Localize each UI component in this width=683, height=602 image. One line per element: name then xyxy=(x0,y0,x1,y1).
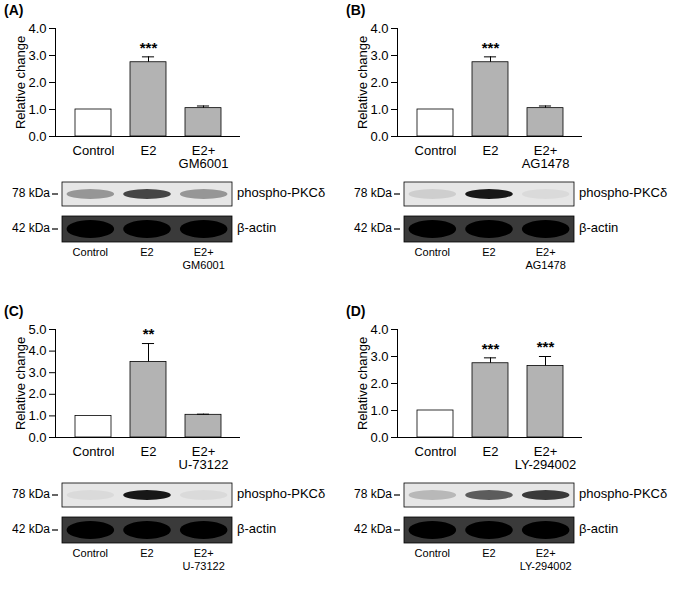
svg-text:phospho-PKCδ: phospho-PKCδ xyxy=(579,185,667,200)
svg-text:E2: E2 xyxy=(140,246,153,258)
svg-text:***: *** xyxy=(482,39,500,56)
svg-text:4.0: 4.0 xyxy=(370,21,388,36)
svg-text:β-actin: β-actin xyxy=(579,521,618,536)
svg-text:E2+LY-294002: E2+LY-294002 xyxy=(520,547,572,572)
svg-text:4.0: 4.0 xyxy=(28,343,46,358)
svg-text:3.0: 3.0 xyxy=(370,349,388,364)
svg-text:Control: Control xyxy=(415,547,450,559)
svg-text:4.0: 4.0 xyxy=(370,322,388,337)
svg-text:β-actin: β-actin xyxy=(237,220,276,235)
svg-text:E2+AG1478: E2+AG1478 xyxy=(522,143,570,171)
svg-text:phospho-PKCδ: phospho-PKCδ xyxy=(579,486,667,501)
svg-text:β-actin: β-actin xyxy=(579,220,618,235)
svg-text:***: *** xyxy=(482,340,500,357)
svg-text:E2: E2 xyxy=(141,143,157,158)
svg-text:Control: Control xyxy=(415,444,457,459)
svg-text:0.0: 0.0 xyxy=(370,430,388,445)
svg-text:1.0: 1.0 xyxy=(370,403,388,418)
svg-text:1.0: 1.0 xyxy=(28,102,46,117)
svg-text:E2+GM6001: E2+GM6001 xyxy=(183,246,225,271)
svg-text:2.0: 2.0 xyxy=(370,376,388,391)
svg-text:***: *** xyxy=(140,39,158,56)
svg-text:***: *** xyxy=(537,338,555,355)
svg-text:E2: E2 xyxy=(483,444,499,459)
svg-text:E2+U-73122: E2+U-73122 xyxy=(183,547,225,572)
svg-text:E2+AG1478: E2+AG1478 xyxy=(525,246,565,271)
svg-text:Control: Control xyxy=(73,547,108,559)
svg-text:Relative change: Relative change xyxy=(13,337,28,430)
svg-text:3.0: 3.0 xyxy=(370,48,388,63)
svg-text:E2: E2 xyxy=(141,444,157,459)
svg-text:E2+GM6001: E2+GM6001 xyxy=(179,143,229,171)
html-text:(C): (C) xyxy=(4,303,24,319)
svg-text:Relative change: Relative change xyxy=(355,36,370,129)
html-text:(B): (B) xyxy=(346,2,366,18)
svg-text:E2+U-73122: E2+U-73122 xyxy=(179,444,229,472)
svg-text:E2: E2 xyxy=(482,547,495,559)
svg-text:4.0: 4.0 xyxy=(28,21,46,36)
svg-text:E2: E2 xyxy=(140,547,153,559)
svg-text:1.0: 1.0 xyxy=(28,408,46,423)
svg-text:78 kDa: 78 kDa xyxy=(354,487,392,501)
svg-text:Control: Control xyxy=(73,246,108,258)
svg-text:Relative change: Relative change xyxy=(355,337,370,430)
svg-text:**: ** xyxy=(143,325,155,342)
svg-text:78 kDa: 78 kDa xyxy=(12,186,50,200)
svg-text:Control: Control xyxy=(73,143,115,158)
svg-text:phospho-PKCδ: phospho-PKCδ xyxy=(237,486,325,501)
svg-text:0.0: 0.0 xyxy=(28,430,46,445)
svg-text:78 kDa: 78 kDa xyxy=(354,186,392,200)
svg-text:E2: E2 xyxy=(483,143,499,158)
svg-text:3.0: 3.0 xyxy=(28,48,46,63)
svg-text:5.0: 5.0 xyxy=(28,322,46,337)
svg-text:2.0: 2.0 xyxy=(28,386,46,401)
svg-text:phospho-PKCδ: phospho-PKCδ xyxy=(237,185,325,200)
svg-text:E2+LY-294002: E2+LY-294002 xyxy=(515,444,576,472)
svg-text:Control: Control xyxy=(415,246,450,258)
html-text:(A): (A) xyxy=(4,2,24,18)
svg-text:42 kDa: 42 kDa xyxy=(354,522,392,536)
svg-text:42 kDa: 42 kDa xyxy=(12,522,50,536)
svg-text:0.0: 0.0 xyxy=(28,129,46,144)
html-text:(D): (D) xyxy=(346,303,366,319)
svg-text:Control: Control xyxy=(73,444,115,459)
svg-text:1.0: 1.0 xyxy=(370,102,388,117)
svg-text:0.0: 0.0 xyxy=(370,129,388,144)
svg-text:β-actin: β-actin xyxy=(237,521,276,536)
svg-text:42 kDa: 42 kDa xyxy=(354,221,392,235)
svg-text:2.0: 2.0 xyxy=(370,75,388,90)
svg-text:42 kDa: 42 kDa xyxy=(12,221,50,235)
svg-text:Control: Control xyxy=(415,143,457,158)
svg-text:3.0: 3.0 xyxy=(28,365,46,380)
svg-text:E2: E2 xyxy=(482,246,495,258)
svg-text:Relative change: Relative change xyxy=(13,36,28,129)
svg-text:78 kDa: 78 kDa xyxy=(12,487,50,501)
svg-text:2.0: 2.0 xyxy=(28,75,46,90)
